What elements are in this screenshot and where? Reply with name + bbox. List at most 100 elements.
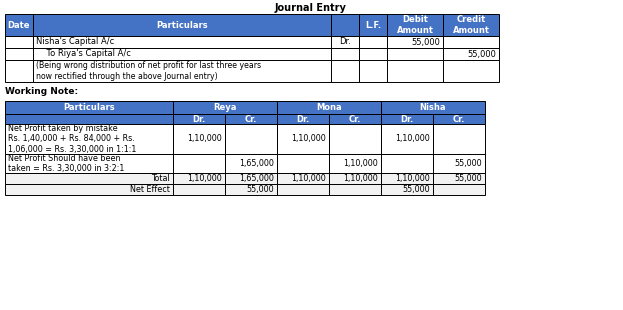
Bar	[329, 173, 381, 184]
Text: Net Profit taken by mistake
Rs. 1,40,000 + Rs. 84,000 + Rs.
1,06,000 = Rs. 3,30,: Net Profit taken by mistake Rs. 1,40,000…	[8, 124, 136, 154]
Text: Particulars: Particulars	[156, 20, 208, 29]
Bar	[433, 124, 485, 154]
Bar	[443, 48, 499, 60]
Text: Credit
Amount: Credit Amount	[452, 15, 490, 35]
Text: (Being wrong distribution of net profit for last three years
now rectified throu: (Being wrong distribution of net profit …	[36, 61, 261, 81]
Text: 55,000: 55,000	[246, 185, 274, 194]
Bar	[329, 184, 381, 195]
Text: 55,000: 55,000	[454, 159, 482, 168]
Bar	[387, 60, 443, 82]
Bar	[277, 173, 329, 184]
Text: Dr.: Dr.	[339, 38, 351, 46]
Text: 1,10,000: 1,10,000	[395, 174, 430, 183]
Text: Journal Entry: Journal Entry	[274, 3, 346, 13]
Bar	[443, 60, 499, 82]
Text: Date: Date	[7, 20, 31, 29]
Bar	[173, 101, 277, 114]
Text: Mona: Mona	[316, 103, 342, 112]
Text: Total: Total	[151, 174, 170, 183]
Bar	[381, 154, 433, 173]
Bar	[173, 124, 225, 154]
Bar	[331, 36, 359, 48]
Bar	[443, 36, 499, 48]
Bar	[277, 124, 329, 154]
Text: Nisha: Nisha	[420, 103, 446, 112]
Text: Debit
Amount: Debit Amount	[396, 15, 434, 35]
Text: 1,65,000: 1,65,000	[239, 159, 274, 168]
Bar	[359, 36, 387, 48]
Bar	[5, 124, 173, 154]
Bar	[433, 173, 485, 184]
Text: 1,10,000: 1,10,000	[291, 174, 326, 183]
Text: Nisha's Capital A/c: Nisha's Capital A/c	[36, 38, 114, 46]
Bar	[5, 48, 33, 60]
Text: 55,000: 55,000	[454, 174, 482, 183]
Text: 55,000: 55,000	[402, 185, 430, 194]
Text: 55,000: 55,000	[411, 38, 440, 46]
Bar	[329, 154, 381, 173]
Bar	[225, 173, 277, 184]
Bar	[5, 14, 33, 36]
Text: Reya: Reya	[213, 103, 237, 112]
Bar	[173, 173, 225, 184]
Text: 1,10,000: 1,10,000	[343, 159, 378, 168]
Bar	[277, 184, 329, 195]
Bar	[5, 60, 33, 82]
Text: 1,65,000: 1,65,000	[239, 174, 274, 183]
Bar	[225, 184, 277, 195]
Bar	[381, 173, 433, 184]
Bar	[381, 101, 485, 114]
Text: L.F.: L.F.	[365, 20, 381, 29]
Bar	[331, 60, 359, 82]
Text: Net Profit Should have been
taken = Rs. 3,30,000 in 3:2:1: Net Profit Should have been taken = Rs. …	[8, 154, 125, 173]
Text: Particulars: Particulars	[63, 103, 115, 112]
Bar	[381, 114, 433, 124]
Text: Cr.: Cr.	[245, 114, 257, 123]
Bar	[173, 154, 225, 173]
Text: 55,000: 55,000	[467, 50, 496, 59]
Bar	[173, 184, 225, 195]
Bar	[225, 124, 277, 154]
Text: Dr.: Dr.	[401, 114, 414, 123]
Bar	[5, 114, 173, 124]
Bar	[225, 154, 277, 173]
Bar	[33, 48, 331, 60]
Bar	[381, 184, 433, 195]
Bar	[387, 36, 443, 48]
Bar	[433, 114, 485, 124]
Bar	[433, 184, 485, 195]
Text: Dr.: Dr.	[297, 114, 310, 123]
Text: Cr.: Cr.	[349, 114, 361, 123]
Bar	[33, 60, 331, 82]
Text: 1,10,000: 1,10,000	[395, 135, 430, 144]
Text: Working Note:: Working Note:	[5, 86, 78, 95]
Text: 1,10,000: 1,10,000	[188, 174, 222, 183]
Bar	[381, 124, 433, 154]
Bar	[5, 173, 173, 184]
Bar	[225, 114, 277, 124]
Text: 1,10,000: 1,10,000	[291, 135, 326, 144]
Bar	[5, 154, 173, 173]
Bar	[33, 14, 331, 36]
Bar	[329, 124, 381, 154]
Text: Net Effect: Net Effect	[130, 185, 170, 194]
Bar	[277, 154, 329, 173]
Text: 1,10,000: 1,10,000	[188, 135, 222, 144]
Text: 1,10,000: 1,10,000	[343, 174, 378, 183]
Bar	[5, 101, 173, 114]
Bar	[331, 14, 359, 36]
Bar	[443, 14, 499, 36]
Bar	[5, 36, 33, 48]
Bar	[387, 14, 443, 36]
Bar	[387, 48, 443, 60]
Bar	[359, 14, 387, 36]
Bar	[433, 154, 485, 173]
Bar	[33, 36, 331, 48]
Bar	[277, 114, 329, 124]
Bar	[359, 60, 387, 82]
Text: Cr.: Cr.	[453, 114, 465, 123]
Text: Dr.: Dr.	[193, 114, 206, 123]
Bar	[5, 184, 173, 195]
Bar	[173, 114, 225, 124]
Bar	[331, 48, 359, 60]
